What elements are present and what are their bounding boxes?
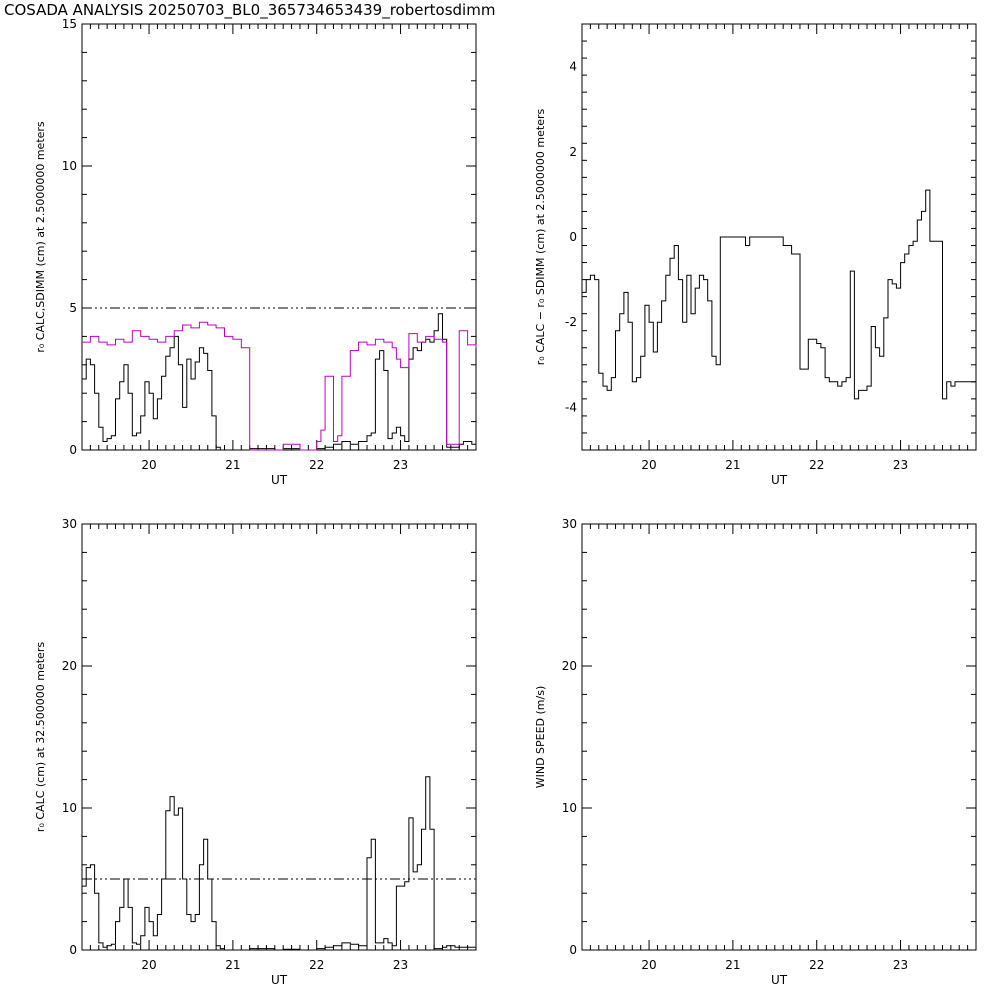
x-tick-label: 20	[641, 958, 656, 972]
y-axis-label: r₀ CALC,SDIMM (cm) at 2.5000000 meters	[34, 121, 47, 353]
y-tick-label: 5	[69, 301, 77, 315]
series-line-2	[82, 321, 477, 451]
series-line-1	[82, 313, 476, 451]
y-tick-label: 0	[69, 943, 77, 957]
y-tick-label: 10	[62, 159, 77, 173]
x-axis-label: UT	[271, 973, 288, 987]
y-tick-label: 20	[562, 659, 577, 673]
y-tick-label: 0	[569, 230, 577, 244]
y-tick-label: 0	[569, 943, 577, 957]
y-tick-label: 30	[562, 517, 577, 531]
x-tick-label: 21	[725, 458, 740, 472]
x-axis-label: UT	[271, 473, 288, 487]
series-line-1	[82, 776, 476, 951]
page-title: COSADA ANALYSIS 20250703_BL0_36573465343…	[4, 1, 496, 19]
y-tick-label: 2	[569, 145, 577, 159]
y-tick-label: -2	[565, 315, 577, 329]
x-tick-label: 23	[393, 958, 408, 972]
x-tick-label: 20	[141, 958, 156, 972]
plot-frame	[81, 523, 477, 951]
y-tick-label: 0	[69, 443, 77, 457]
x-tick-label: 20	[141, 458, 156, 472]
y-tick-label: 10	[62, 801, 77, 815]
y-axis-label: r₀ CALC − r₀ SDIMM (cm) at 2.5000000 met…	[534, 109, 547, 366]
y-tick-label: 30	[62, 517, 77, 531]
x-axis-label: UT	[771, 973, 788, 987]
x-axis-label: UT	[771, 473, 788, 487]
x-tick-label: 22	[809, 958, 824, 972]
x-tick-label: 22	[309, 458, 324, 472]
chart-panel-1: 20 21 22 23 0 5 10 15 UT r₀ CALC,SDIMM (cm) at 2.…	[34, 17, 477, 487]
y-tick-label: 10	[562, 801, 577, 815]
x-tick-label: 23	[393, 458, 408, 472]
x-tick-label: 23	[893, 458, 908, 472]
chart-panel-2: 20 21 22 23 -4 -2 0 2 4 UT r₀ CALC − r₀ SDIMM (cm)…	[534, 23, 977, 487]
y-axis-label: r₀ CALC (cm) at 32.500000 meters	[34, 642, 47, 832]
chart-panel-4: 20 21 22 23 0 10 20 30 UT WIND SPEED (m/s)	[534, 517, 977, 987]
x-tick-label: 20	[641, 458, 656, 472]
y-tick-label: 15	[62, 17, 77, 31]
plot-frame	[81, 23, 477, 451]
y-axis-label: WIND SPEED (m/s)	[534, 686, 547, 789]
x-tick-label: 21	[225, 958, 240, 972]
x-tick-label: 22	[809, 458, 824, 472]
chart-panel-3: 20 21 22 23 0 10 20 30 UT r₀ CALC (cm) at 32.5000…	[34, 517, 477, 987]
y-tick-label: 4	[569, 60, 577, 74]
x-tick-label: 23	[893, 958, 908, 972]
y-tick-label: -4	[565, 400, 577, 414]
y-tick-label: 20	[62, 659, 77, 673]
x-tick-label: 22	[309, 958, 324, 972]
x-tick-label: 21	[225, 458, 240, 472]
plot-frame	[581, 23, 977, 451]
series-line-1	[582, 189, 976, 400]
plot-frame	[581, 523, 977, 951]
x-tick-label: 21	[725, 958, 740, 972]
